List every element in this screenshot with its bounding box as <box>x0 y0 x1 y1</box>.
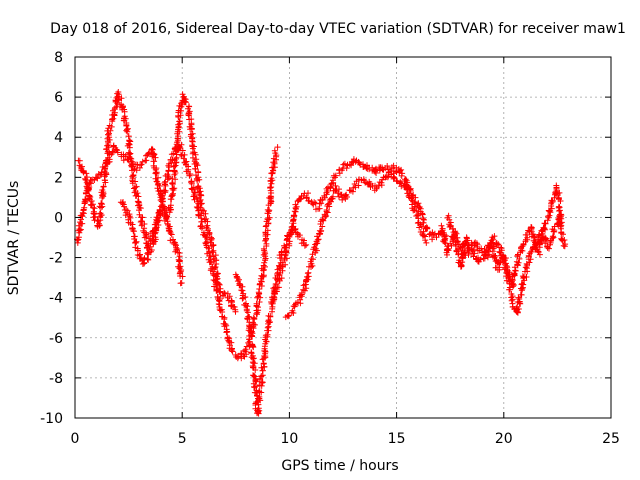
y-tick-label: 4 <box>54 130 63 146</box>
x-tick-label: 10 <box>280 431 298 447</box>
y-tick-label: -8 <box>49 371 63 387</box>
y-tick-label: -4 <box>49 291 63 307</box>
y-tick-label: -6 <box>49 331 63 347</box>
x-tick-label: 20 <box>495 431 513 447</box>
y-tick-label: 0 <box>54 210 63 226</box>
chart-title: Day 018 of 2016, Sidereal Day-to-day VTE… <box>50 21 626 37</box>
x-axis-label: GPS time / hours <box>281 458 398 474</box>
x-tick-label: 5 <box>178 431 187 447</box>
y-tick-label: 6 <box>54 90 63 106</box>
x-tick-label: 25 <box>602 431 620 447</box>
series-arc5 <box>269 156 430 303</box>
data-points <box>74 89 569 417</box>
point-markers <box>282 162 450 321</box>
y-axis-label: SDTVAR / TECUs <box>6 181 22 296</box>
point-markers <box>232 223 310 417</box>
series-arc4 <box>232 223 310 417</box>
series-arc6 <box>282 162 450 321</box>
y-tick-label: 2 <box>54 170 63 186</box>
x-tick-label: 0 <box>71 431 80 447</box>
axis-ticks: 0 5 10 15 20 25 -10 -8 -6 -4 -2 0 2 4 6 8 <box>40 50 620 447</box>
series-arc3 <box>117 141 281 362</box>
series-arc8 <box>444 211 564 316</box>
plot-frame <box>74 56 612 419</box>
y-tick-label: 8 <box>54 50 63 66</box>
point-markers <box>75 89 239 315</box>
point-markers <box>117 141 281 362</box>
y-tick-label: -2 <box>49 251 63 267</box>
y-tick-label: -10 <box>40 411 63 427</box>
point-markers <box>269 156 430 303</box>
point-markers <box>444 211 564 316</box>
x-tick-label: 15 <box>388 431 406 447</box>
series-arc2 <box>75 89 239 315</box>
